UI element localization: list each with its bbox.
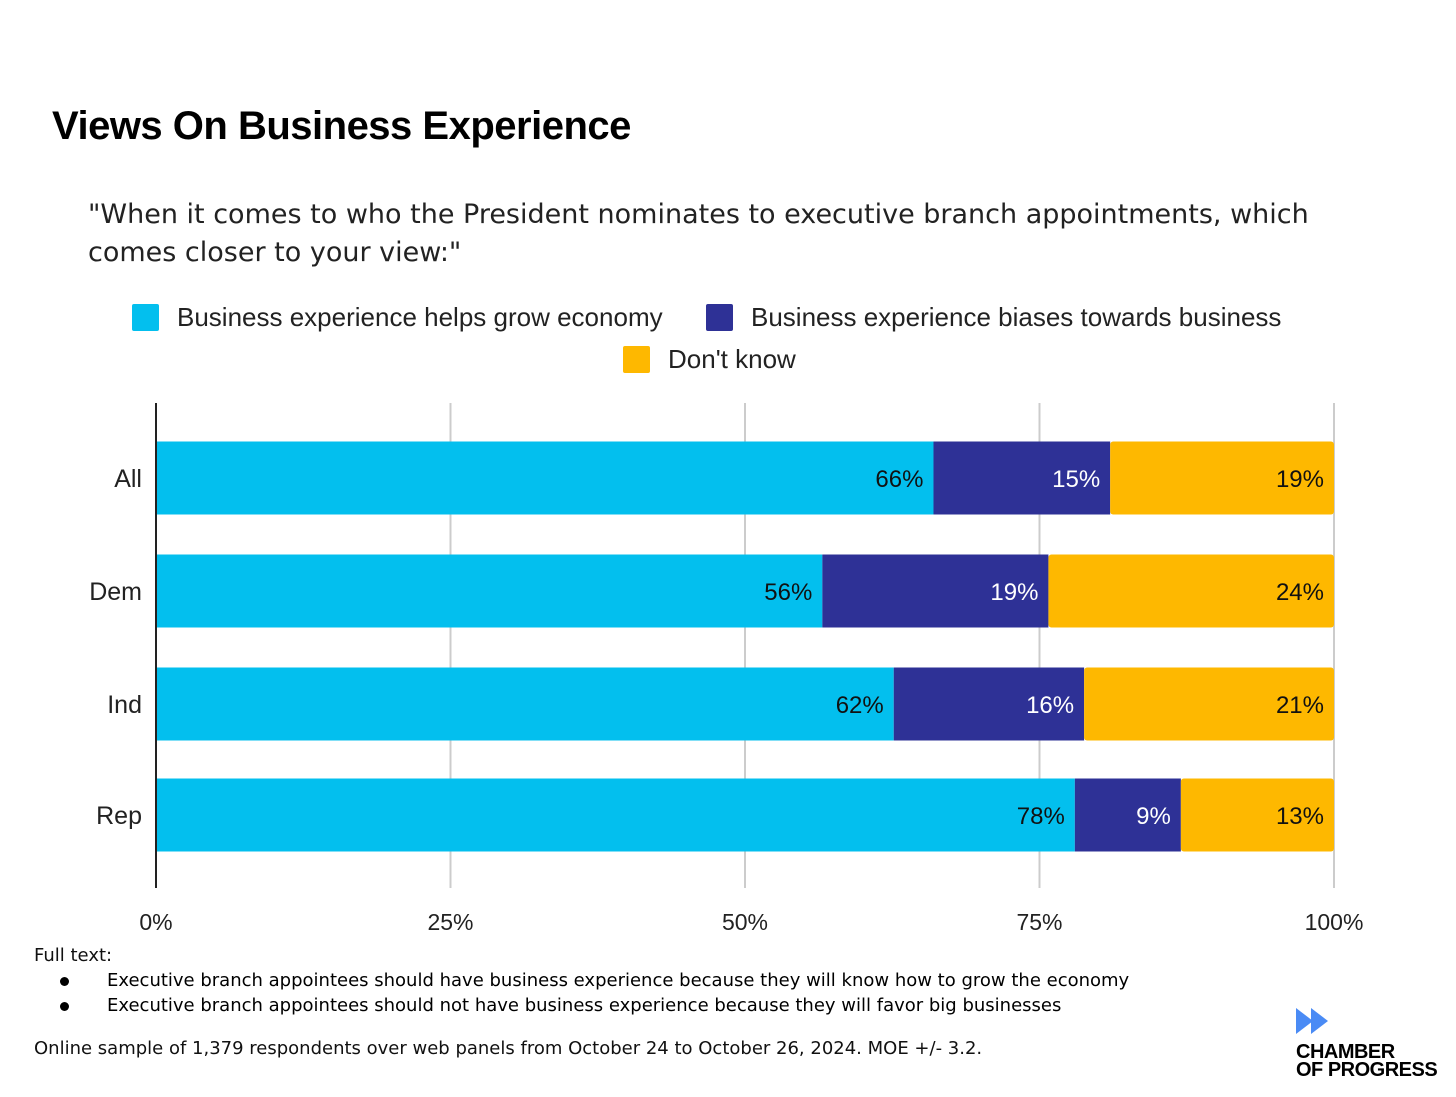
full-text-label: Full text: [34, 945, 113, 966]
x-tick-label: 50% [722, 909, 768, 935]
sample-note: Online sample of 1,379 respondents over … [34, 1038, 983, 1059]
bar-segment [893, 667, 1085, 741]
bar-segment [1110, 441, 1334, 515]
data-label: 78% [1017, 803, 1065, 830]
bar-segment [1180, 778, 1334, 852]
fast-forward-icon [1296, 1008, 1328, 1034]
x-tick-label: 0% [139, 909, 172, 935]
bar-segment [933, 441, 1111, 515]
chart-title: Views On Business Experience [52, 104, 631, 148]
data-label: 16% [1026, 692, 1074, 719]
y-category-label: Rep [96, 802, 142, 830]
data-label: 56% [764, 579, 812, 606]
data-label: 66% [875, 466, 923, 493]
x-tick-label: 25% [427, 909, 473, 935]
legend-label: Don't know [668, 344, 796, 374]
chamber-of-progress-logo: CHAMBER OF PROGRESS [1296, 1008, 1438, 1081]
y-category-label: Ind [107, 691, 142, 719]
bar-segment [156, 554, 823, 628]
bar-segment [1048, 554, 1334, 628]
data-label: 13% [1276, 803, 1324, 830]
bar-segment [1074, 778, 1181, 852]
logo-line2: OF PROGRESS [1296, 1059, 1438, 1081]
footer-bullet: Executive branch appointees should have … [60, 970, 1129, 991]
bar-segment [156, 778, 1075, 852]
data-label: 19% [990, 579, 1038, 606]
footer-bullet: Executive branch appointees should not h… [60, 995, 1061, 1016]
legend-label: Business experience biases towards busin… [751, 302, 1281, 332]
data-label: 19% [1276, 466, 1324, 493]
legend-label: Business experience helps grow economy [177, 302, 663, 332]
bullet-dot-icon [60, 1001, 69, 1011]
legend-swatch [623, 346, 650, 373]
y-category-label: All [114, 465, 142, 493]
bar-segment [822, 554, 1049, 628]
chart-subtitle: "When it comes to who the President nomi… [88, 199, 1309, 268]
data-label: 15% [1052, 466, 1100, 493]
x-tick-label: 75% [1016, 909, 1062, 935]
legend-swatch [706, 304, 733, 331]
legend-swatch [132, 304, 159, 331]
bar-segment [156, 441, 934, 515]
data-label: 62% [836, 692, 884, 719]
bullet-text: Executive branch appointees should have … [107, 970, 1130, 991]
bar-segment [1084, 667, 1334, 741]
bar-segment [156, 667, 894, 741]
data-label: 9% [1136, 803, 1171, 830]
bullet-dot-icon [60, 976, 69, 986]
data-label: 24% [1276, 579, 1324, 606]
x-tick-label: 100% [1305, 909, 1364, 935]
bullet-text: Executive branch appointees should not h… [107, 995, 1062, 1016]
stacked-bar-chart: Business experience helps grow economy Bu… [89, 302, 1364, 935]
data-label: 21% [1276, 692, 1324, 719]
y-category-label: Dem [89, 578, 142, 606]
logo-line1: CHAMBER [1296, 1041, 1395, 1063]
